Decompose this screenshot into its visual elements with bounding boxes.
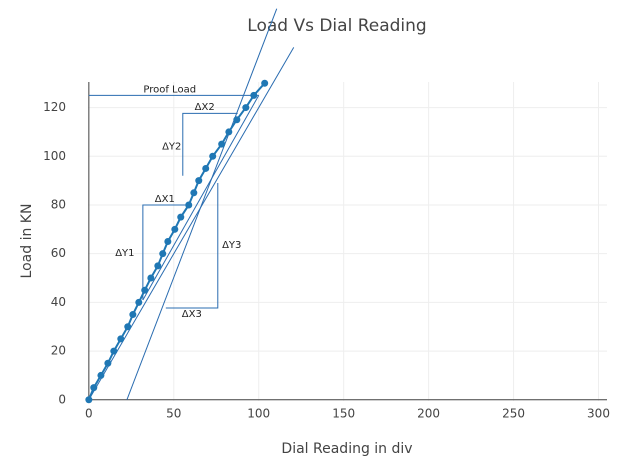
- guide-line: [142, 95, 260, 301]
- annotation: ΔX2: [195, 102, 215, 113]
- chart-title: Load Vs Dial Reading: [247, 16, 426, 36]
- point: [218, 140, 226, 148]
- point: [177, 213, 185, 221]
- point: [104, 359, 112, 367]
- annotation: ΔY1: [115, 248, 134, 259]
- point: [159, 250, 167, 258]
- annotation: Proof Load: [143, 84, 196, 95]
- x-tick-label: 300: [587, 407, 610, 421]
- point: [154, 262, 162, 270]
- y-tick-label: 20: [51, 344, 66, 358]
- point: [202, 164, 210, 172]
- point: [85, 396, 93, 404]
- point: [129, 311, 137, 319]
- point: [141, 286, 149, 294]
- guide-line: [126, 8, 278, 400]
- annotation: ΔY2: [162, 142, 181, 153]
- x-tick-label: 100: [247, 407, 270, 421]
- point: [147, 274, 155, 282]
- x-tick-label: 0: [85, 407, 93, 421]
- point: [195, 177, 203, 185]
- point: [110, 347, 118, 355]
- guide-line: [142, 204, 190, 300]
- y-tick-label: 60: [51, 246, 66, 260]
- x-tick-label: 250: [502, 407, 525, 421]
- guide-line: [165, 183, 219, 309]
- annotation: ΔX1: [155, 194, 175, 205]
- x-axis-label: Dial Reading in div: [281, 441, 412, 457]
- point: [124, 323, 132, 331]
- point: [117, 335, 125, 343]
- y-tick-label: 80: [51, 197, 66, 211]
- point: [185, 201, 193, 209]
- annotation: ΔX3: [182, 309, 202, 320]
- guide-line: [182, 112, 238, 176]
- point: [97, 371, 105, 379]
- point: [171, 225, 179, 233]
- point: [164, 238, 172, 245]
- x-tick-label: 50: [166, 407, 181, 421]
- y-axis-label: Load in KN: [19, 204, 35, 279]
- annotation: ΔY3: [222, 240, 241, 251]
- point: [233, 116, 241, 124]
- point: [250, 91, 258, 99]
- y-tick-label: 0: [58, 392, 66, 406]
- x-tick-label: 200: [417, 407, 440, 421]
- point: [190, 189, 198, 197]
- point: [225, 128, 233, 136]
- y-tick-label: 100: [43, 149, 66, 163]
- y-tick-label: 120: [43, 100, 66, 114]
- guide-line: [88, 47, 295, 401]
- y-tick-label: 40: [51, 295, 66, 309]
- point: [209, 152, 217, 160]
- point: [90, 384, 98, 392]
- point: [261, 79, 269, 87]
- point: [242, 104, 250, 112]
- x-tick-label: 150: [332, 407, 355, 421]
- point: [135, 298, 143, 306]
